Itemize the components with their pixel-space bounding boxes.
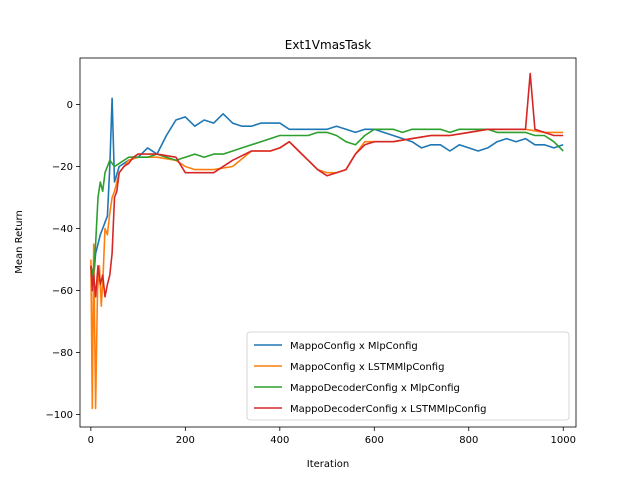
legend-label-3: MappoDecoderConfig x MlpConfig <box>290 383 460 394</box>
y-tick-label: −40 <box>52 224 73 235</box>
x-tick-label: 400 <box>270 435 289 446</box>
x-tick-label: 800 <box>459 435 478 446</box>
chart-title: Ext1VmasTask <box>285 38 371 52</box>
series-line-1 <box>90 97 564 286</box>
legend-label-4: MappoDecoderConfig x LSTMMlpConfig <box>290 404 487 415</box>
x-tick-label: 1000 <box>551 435 576 446</box>
x-tick-label: 200 <box>176 435 195 446</box>
y-tick-label: −80 <box>52 348 73 359</box>
y-axis-label: Mean Return <box>14 210 25 274</box>
series-layer <box>90 72 564 410</box>
y-axis-ticks: 0 −20 −40 −60 −80 −100 <box>46 100 80 421</box>
legend-label-1: MappoConfig x MlpConfig <box>290 341 418 352</box>
y-tick-label: −100 <box>46 410 73 421</box>
legend: MappoConfig x MlpConfig MappoConfig x LST… <box>246 331 570 421</box>
plot-frame <box>79 57 577 428</box>
legend-box <box>246 331 570 421</box>
x-tick-label: 0 <box>88 435 94 446</box>
y-tick-label: −20 <box>52 162 73 173</box>
x-axis-label: Iteration <box>307 459 349 470</box>
y-tick-label: 0 <box>67 100 73 111</box>
series-line-3 <box>90 128 564 276</box>
legend-label-2: MappoConfig x LSTMMlpConfig <box>290 362 444 373</box>
x-tick-label: 600 <box>365 435 384 446</box>
series-line-4 <box>90 72 564 298</box>
y-tick-label: −60 <box>52 286 73 297</box>
x-axis-ticks: 0 200 400 600 800 1000 <box>88 427 576 446</box>
legend-items: MappoConfig x MlpConfig MappoConfig x LST… <box>254 341 487 415</box>
